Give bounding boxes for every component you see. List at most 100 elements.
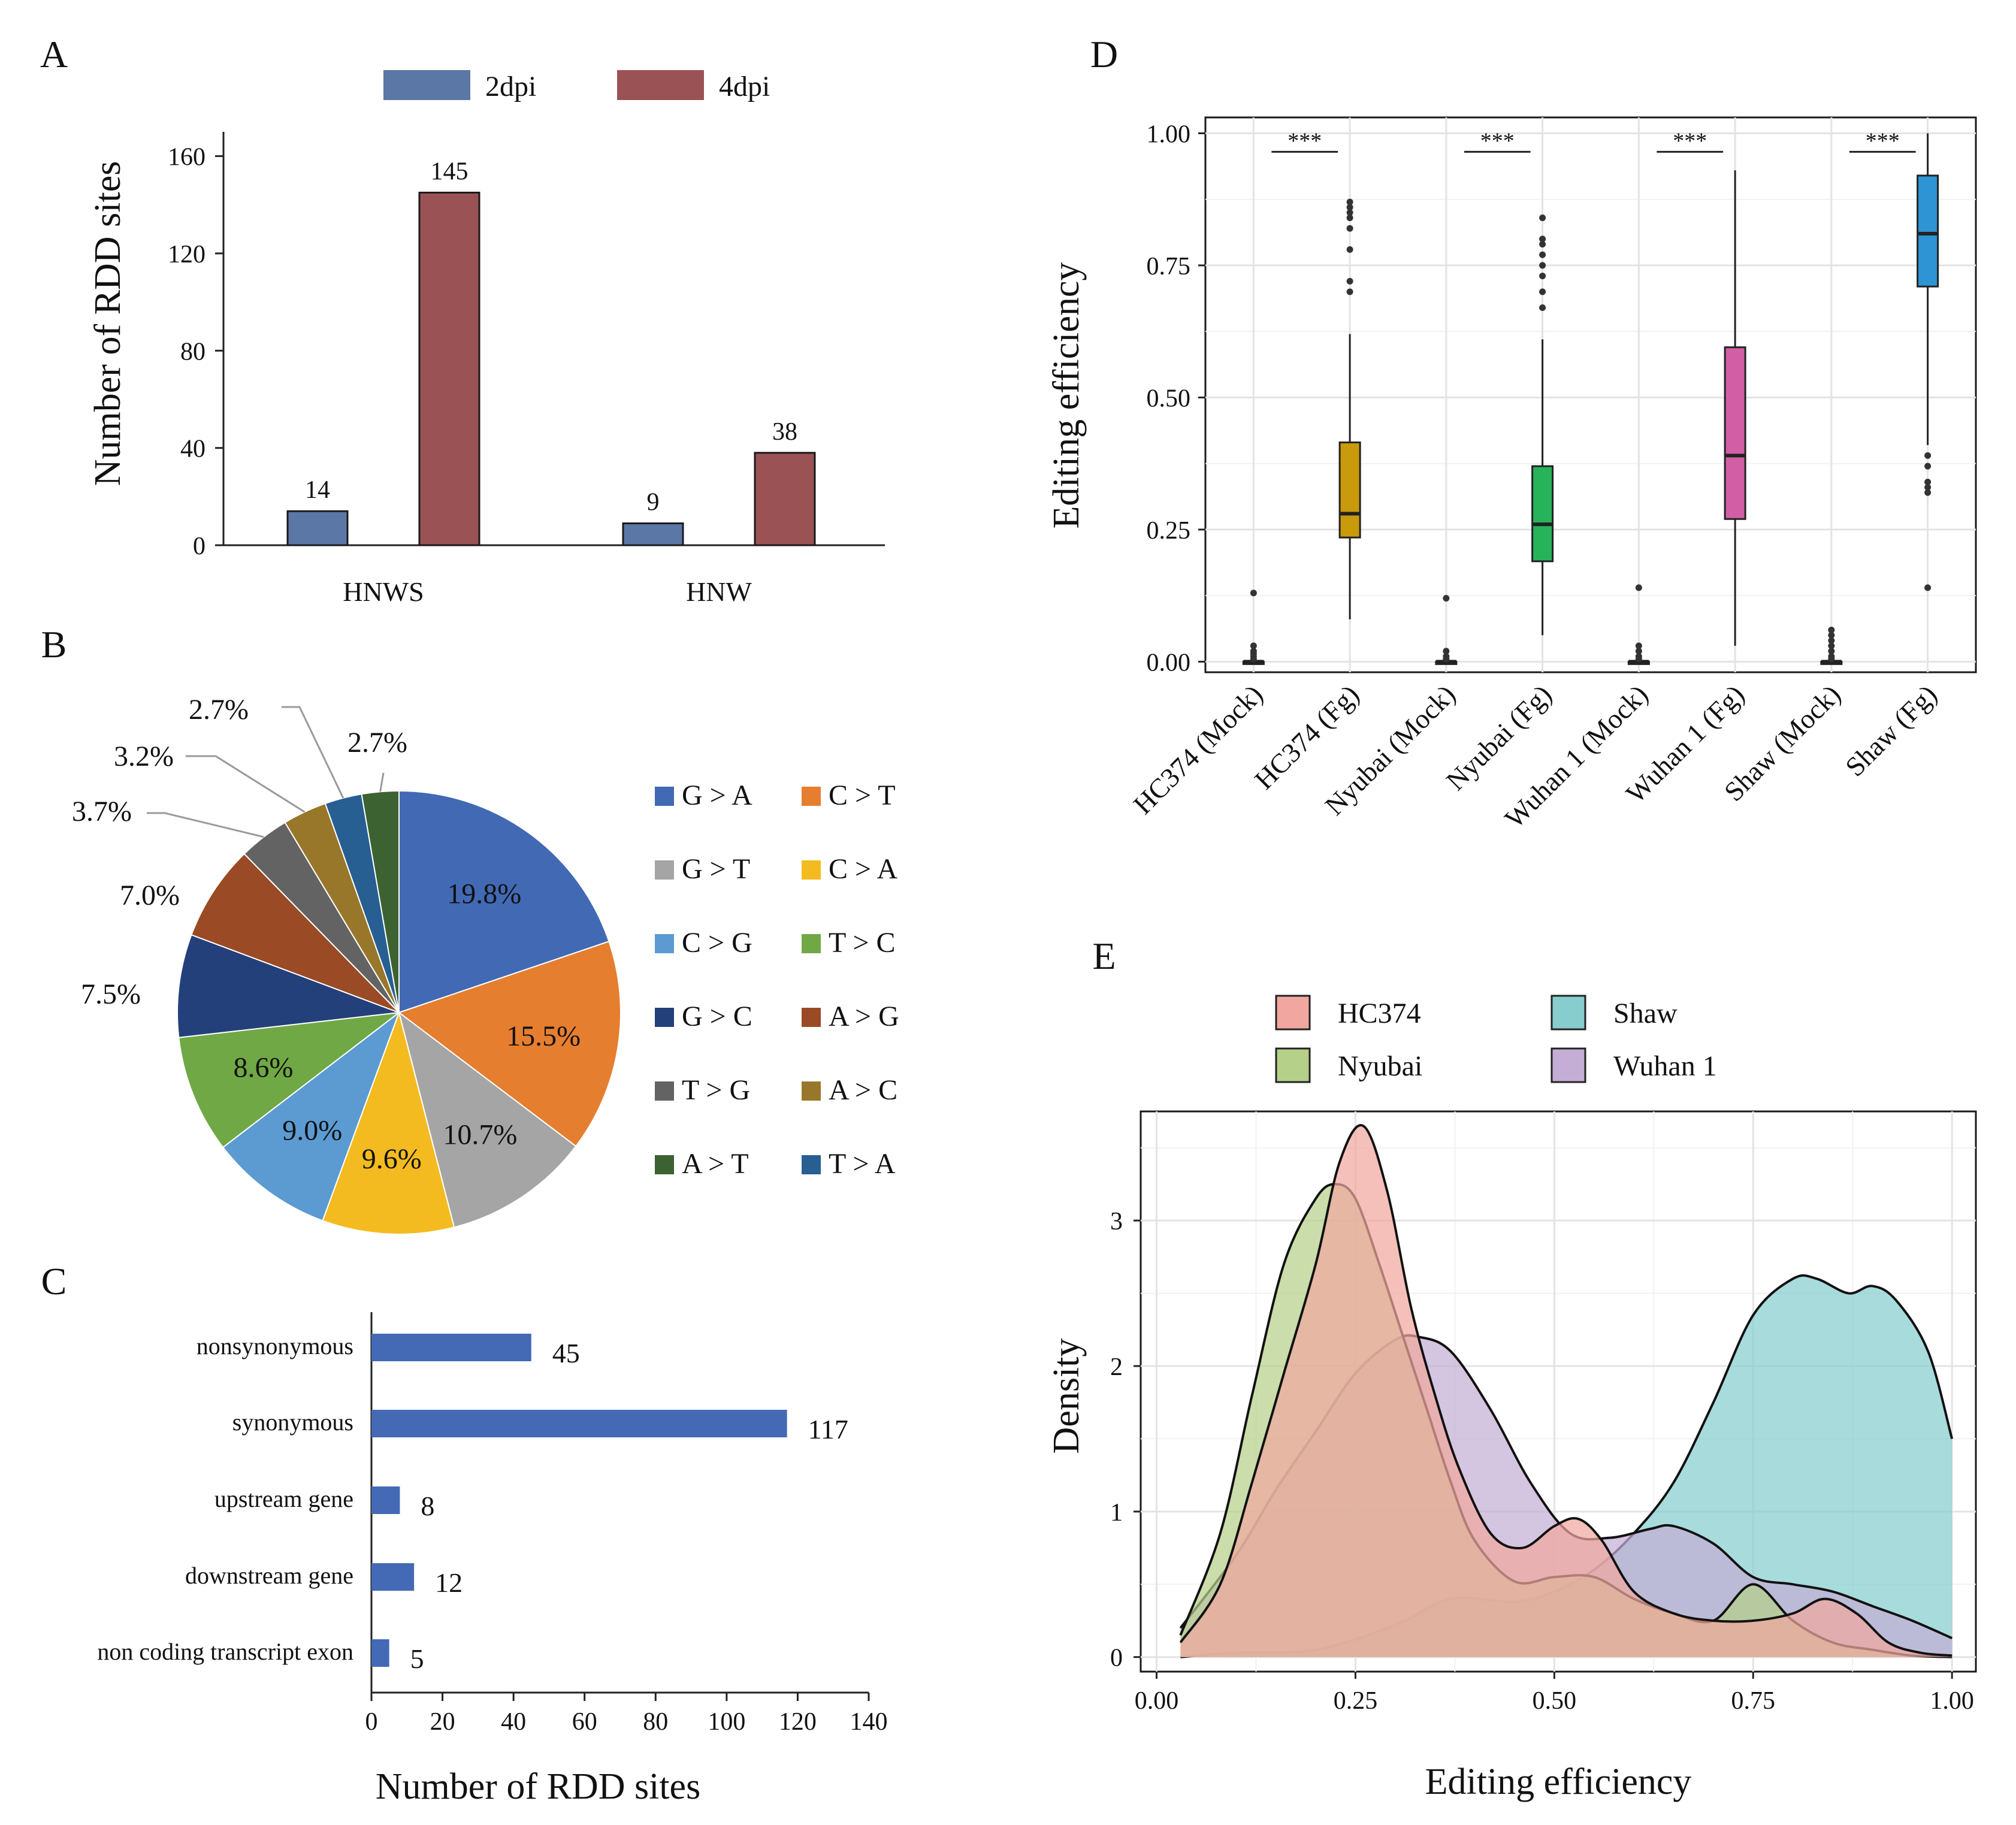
x-tick-label: 0 xyxy=(365,1708,378,1736)
panel-c: C 0 20 40 60 80 100 120 140 45 nonsynonymous 117 syn… xyxy=(41,1260,888,1807)
legend-swatch-4dpi xyxy=(617,70,704,100)
box-outlier xyxy=(1828,632,1835,639)
y-tick-label: 1 xyxy=(1110,1499,1123,1527)
pie-slice-C-to-T xyxy=(397,940,621,1147)
y-tick-label: 0 xyxy=(193,533,205,560)
box-outlier xyxy=(1635,653,1642,660)
x-category-label: HNW xyxy=(686,576,752,607)
legend-label: C > A xyxy=(829,853,897,885)
pie-pct-label: 7.5% xyxy=(81,978,141,1010)
legend-label: 2dpi xyxy=(485,71,536,102)
bar-2dpi-HNW xyxy=(622,522,684,546)
legend-label: C > T xyxy=(829,779,896,811)
box-outlier xyxy=(1828,626,1835,633)
y-category-label: synonymous xyxy=(232,1409,353,1436)
x-tick-label: 80 xyxy=(643,1708,668,1736)
box-outlier xyxy=(1539,241,1546,248)
legend-swatch xyxy=(655,1008,674,1027)
box-outlier xyxy=(1346,288,1353,295)
y-category-label: downstream gene xyxy=(185,1562,353,1589)
box-outlier xyxy=(1250,590,1257,597)
box-outlier xyxy=(1250,648,1257,655)
legend-swatch xyxy=(655,860,674,880)
box-HC374 (Fg) xyxy=(1338,441,1361,539)
box-outlier xyxy=(1635,648,1642,655)
pie-slice-T-to-C xyxy=(178,1011,401,1149)
density-line-HC374 xyxy=(1179,1124,1952,1657)
legend-swatch xyxy=(655,1081,674,1101)
box-outlier xyxy=(1443,595,1450,602)
legend-swatch xyxy=(802,1155,821,1174)
x-tick-label: 100 xyxy=(708,1708,745,1736)
x-category-label: HNWS xyxy=(343,576,424,607)
y-axis-title: Editing efficiency xyxy=(1046,262,1087,529)
legend-label: G > T xyxy=(682,853,750,885)
pie-pct-label: 3.7% xyxy=(72,796,132,827)
hbar-nonsynonymous xyxy=(371,1334,531,1361)
y-tick-label: 0.50 xyxy=(1147,385,1191,412)
pie-pct-label: 15.5% xyxy=(506,1020,581,1052)
x-tick-label: 1.00 xyxy=(1930,1687,1974,1715)
bar-data-label: 9 xyxy=(647,488,660,516)
box-outlier xyxy=(1346,277,1353,285)
box-outlier xyxy=(1443,653,1450,660)
x-tick-label: 0.50 xyxy=(1533,1687,1577,1715)
bar-data-label: 145 xyxy=(431,158,469,185)
x-axis-title: Editing efficiency xyxy=(1425,1761,1692,1802)
legend-label: C > G xyxy=(682,927,752,959)
legend-label: Wuhan 1 xyxy=(1613,1050,1717,1082)
y-tick-label: 80 xyxy=(180,338,205,365)
panel-letter-a: A xyxy=(40,33,68,75)
bar-4dpi-HNW xyxy=(754,452,816,546)
box-outlier xyxy=(1539,304,1546,311)
y-tick-label: 1.00 xyxy=(1147,120,1191,148)
x-category-label: HC374 (Mock) xyxy=(1128,679,1269,820)
box-outlier xyxy=(1635,584,1642,591)
box-outlier xyxy=(1346,214,1353,222)
legend-label: Shaw xyxy=(1613,998,1678,1029)
legend-swatch-HC374 xyxy=(1275,995,1311,1031)
bar-data-label: 5 xyxy=(410,1643,424,1674)
bar-4dpi-HNWS xyxy=(418,191,480,546)
box-outlier xyxy=(1924,463,1932,470)
pie-pct-label: 9.6% xyxy=(362,1143,422,1175)
bar-data-label: 38 xyxy=(772,418,797,446)
legend-swatch xyxy=(655,1155,674,1174)
plot-area xyxy=(1204,116,1977,673)
box-outlier xyxy=(1924,452,1932,459)
box-outlier xyxy=(1346,198,1353,206)
box-outlier xyxy=(1346,246,1353,253)
legend-swatch-Nyubai xyxy=(1275,1047,1311,1083)
box-outlier xyxy=(1635,642,1642,649)
hbar-non-coding-transcript-exon xyxy=(371,1639,389,1667)
box-outlier xyxy=(1539,235,1546,243)
pie-pct-label: 10.7% xyxy=(443,1119,517,1150)
legend-label: G > A xyxy=(682,779,752,811)
pie-slice-G-to-A xyxy=(398,790,610,1014)
pie-leader-line xyxy=(147,812,264,838)
pie-slice-A-to-G xyxy=(191,853,400,1013)
y-category-label: non coding transcript exon xyxy=(97,1638,353,1665)
bar-data-label: 45 xyxy=(552,1338,580,1368)
y-tick-label: 3 xyxy=(1110,1208,1123,1235)
pie-pct-label: 9.0% xyxy=(282,1115,342,1147)
legend-label: 4dpi xyxy=(719,71,770,102)
box-outlier xyxy=(1346,225,1353,232)
pie-pct-label: 7.0% xyxy=(120,880,180,911)
box-outlier xyxy=(1539,251,1546,258)
box-outlier xyxy=(1346,204,1353,211)
legend-label: T > G xyxy=(682,1074,750,1106)
pie-pct-label: 8.6% xyxy=(234,1052,294,1083)
legend-swatch xyxy=(802,787,821,806)
legend-swatch xyxy=(655,787,674,806)
box-outlier xyxy=(1924,584,1932,591)
box-outlier xyxy=(1924,489,1932,496)
legend-label: Nyubai xyxy=(1338,1050,1422,1082)
box-outlier xyxy=(1250,642,1257,649)
bar-data-label: 12 xyxy=(435,1567,463,1598)
pie-pct-label: 2.7% xyxy=(189,694,249,726)
bar-2dpi-HNWS xyxy=(286,510,349,546)
pie-leader-line xyxy=(379,772,385,792)
